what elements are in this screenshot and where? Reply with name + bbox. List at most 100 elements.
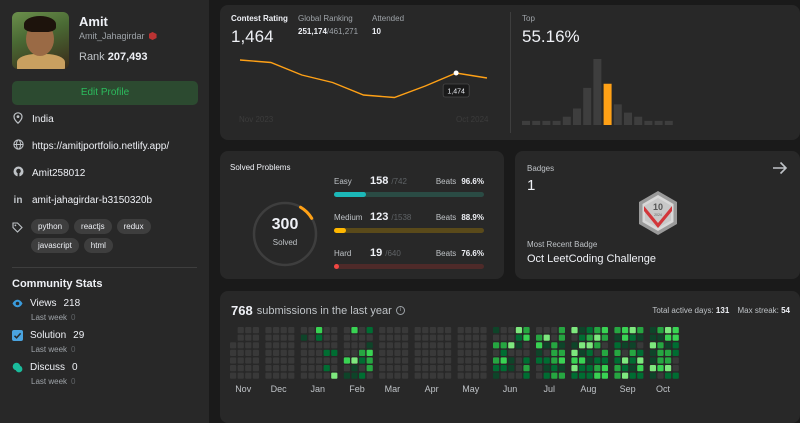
heatmap-cell — [543, 365, 550, 372]
contest-histogram[interactable] — [522, 57, 674, 127]
heatmap-cell — [343, 372, 350, 379]
heatmap-cell — [472, 349, 479, 356]
heatmap-cell — [316, 342, 323, 349]
heatmap-cell — [672, 349, 679, 356]
heatmap-cell — [515, 349, 522, 356]
heatmap-cell — [359, 349, 366, 356]
skill-tag[interactable]: redux — [116, 219, 151, 234]
difficulty-row-hard: Hard 19 /640 Beats 76.6% — [334, 247, 484, 283]
histogram-bar — [634, 116, 643, 125]
histogram-bar — [583, 87, 592, 125]
avatar[interactable] — [12, 12, 69, 69]
heatmap-cell — [543, 357, 550, 364]
heatmap-cell — [543, 349, 550, 356]
stat-delta: 0 — [71, 377, 76, 386]
heatmap-cell — [571, 372, 578, 379]
location-icon — [12, 111, 24, 127]
heatmap-cell — [252, 372, 259, 379]
heatmap-cell — [323, 365, 330, 372]
skill-tag[interactable]: reactjs — [74, 219, 112, 234]
heatmap-cell — [594, 342, 601, 349]
heatmap-cell — [472, 342, 479, 349]
heatmap-cell — [331, 342, 338, 349]
heatmap-cell — [386, 342, 393, 349]
heatmap-cell — [379, 357, 386, 364]
heatmap-cell — [280, 342, 287, 349]
heatmap-cell — [237, 349, 244, 356]
heatmap-cell — [252, 365, 259, 372]
edit-profile-button[interactable]: Edit Profile — [12, 81, 198, 105]
heatmap-cell — [245, 342, 252, 349]
heatmap-cell — [300, 372, 307, 379]
heatmap-cell — [316, 327, 323, 334]
submission-heatmap[interactable]: Nov Dec Jan Feb Mar Apr May Jun Jul Aug Sep Oct — [230, 327, 800, 412]
skill-tag[interactable]: html — [83, 238, 113, 253]
profile-header: Amit Amit_Jahagirdar Rank 207,493 — [12, 12, 197, 69]
heatmap-cell — [288, 327, 295, 334]
heatmap-cell — [288, 372, 295, 379]
heatmap-cell — [366, 327, 373, 334]
heatmap-cell — [323, 349, 330, 356]
github-row[interactable]: Amit258012 — [12, 160, 197, 186]
heatmap-cell — [343, 342, 350, 349]
heatmap-cell — [308, 349, 315, 356]
heatmap-cell — [386, 327, 393, 334]
heatmap-cell — [280, 365, 287, 372]
oct-badge-icon[interactable]: 10 2024 — [634, 189, 682, 237]
heatmap-cell — [551, 349, 558, 356]
badge-icon — [148, 32, 157, 40]
stat-sub: Last week — [31, 313, 68, 322]
month-label: Nov — [235, 384, 252, 394]
contest-rating-value: 1,464 — [231, 27, 274, 46]
heatmap-cell — [230, 349, 237, 356]
heatmap-cell — [480, 327, 487, 334]
heatmap-cell — [300, 357, 307, 364]
skill-tag[interactable]: python — [31, 219, 70, 234]
heatmap-cell — [508, 372, 515, 379]
heatmap-cell — [508, 327, 515, 334]
difficulty-name: Medium — [334, 213, 363, 222]
heatmap-cell — [288, 349, 295, 356]
submission-count: 768 — [231, 303, 253, 318]
difficulty-solved: 158 — [370, 175, 389, 187]
heatmap-cell — [515, 327, 522, 334]
heatmap-cell — [366, 349, 373, 356]
heatmap-cell — [429, 357, 436, 364]
rating-line-chart[interactable]: 1,474 — [232, 45, 502, 130]
heatmap-cell — [331, 365, 338, 372]
website-row[interactable]: https://amitjportfolio.netlify.app/ — [12, 133, 197, 159]
heatmap-cell — [472, 372, 479, 379]
histogram-bar — [532, 120, 541, 125]
heatmap-cell — [465, 334, 472, 341]
arrow-right-icon[interactable] — [772, 161, 788, 180]
github-link[interactable]: Amit258012 — [32, 167, 86, 179]
heatmap-cell — [316, 349, 323, 356]
heatmap-cell — [586, 334, 593, 341]
heatmap-cell — [273, 334, 280, 341]
heatmap-cell — [437, 327, 444, 334]
linkedin-icon: in — [13, 194, 23, 206]
heatmap-cell — [359, 334, 366, 341]
heatmap-cell — [414, 349, 421, 356]
heatmap-cell — [637, 365, 644, 372]
heatmap-cell — [280, 349, 287, 356]
heatmap-cell — [245, 327, 252, 334]
solved-progress-ring[interactable] — [246, 195, 324, 273]
heatmap-cell — [237, 372, 244, 379]
heatmap-cell — [629, 372, 636, 379]
chart-start-label: Nov 2023 — [239, 115, 274, 124]
profile-name: Amit — [79, 14, 108, 29]
website-link[interactable]: https://amitjportfolio.netlify.app/ — [32, 140, 170, 152]
heatmap-cell — [622, 349, 629, 356]
linkedin-row[interactable]: in amit-jahagirdar-b3150320b — [12, 187, 197, 213]
difficulty-rows: Easy 158 /742 Beats 96.6% Medium 123 /15… — [334, 175, 484, 283]
heatmap-cell — [245, 349, 252, 356]
heatmap-cell — [601, 327, 608, 334]
skill-tag[interactable]: javascript — [31, 238, 79, 253]
heatmap-cell — [586, 327, 593, 334]
linkedin-link[interactable]: amit-jahagirdar-b3150320b — [32, 194, 153, 206]
heatmap-cell — [629, 342, 636, 349]
heatmap-cell — [429, 342, 436, 349]
info-icon[interactable]: i — [395, 306, 405, 315]
heatmap-cell — [280, 357, 287, 364]
